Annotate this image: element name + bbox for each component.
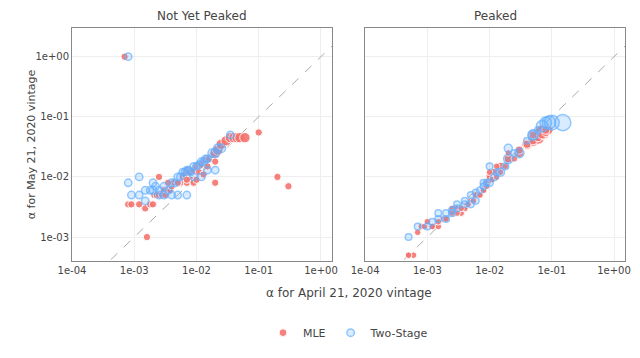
svg-text:Not Yet Peaked: Not Yet Peaked — [157, 9, 247, 23]
svg-text:1e-02: 1e-02 — [475, 265, 504, 276]
svg-text:1e-01: 1e-01 — [537, 265, 566, 276]
svg-text:1e-02: 1e-02 — [182, 265, 211, 276]
svg-text:1e+00: 1e+00 — [597, 265, 631, 276]
svg-text:α for May 21, 2020 vintage: α for May 21, 2020 vintage — [25, 70, 38, 220]
svg-text:1e-03: 1e-03 — [413, 265, 442, 276]
svg-text:Two-Stage: Two-Stage — [370, 327, 428, 340]
svg-text:1e-01: 1e-01 — [40, 111, 69, 122]
svg-text:Peaked: Peaked — [474, 9, 517, 23]
svg-text:1e+00: 1e+00 — [304, 265, 338, 276]
svg-text:MLE: MLE — [303, 327, 326, 340]
svg-text:1e-02: 1e-02 — [40, 171, 69, 182]
svg-text:1e-03: 1e-03 — [120, 265, 149, 276]
svg-text:1e-01: 1e-01 — [244, 265, 273, 276]
svg-text:α for April 21, 2020 vintage: α for April 21, 2020 vintage — [266, 286, 432, 300]
svg-text:1e-04: 1e-04 — [58, 265, 87, 276]
svg-text:1e-04: 1e-04 — [351, 265, 380, 276]
svg-text:1e+00: 1e+00 — [35, 51, 69, 62]
svg-text:1e-03: 1e-03 — [40, 232, 69, 243]
